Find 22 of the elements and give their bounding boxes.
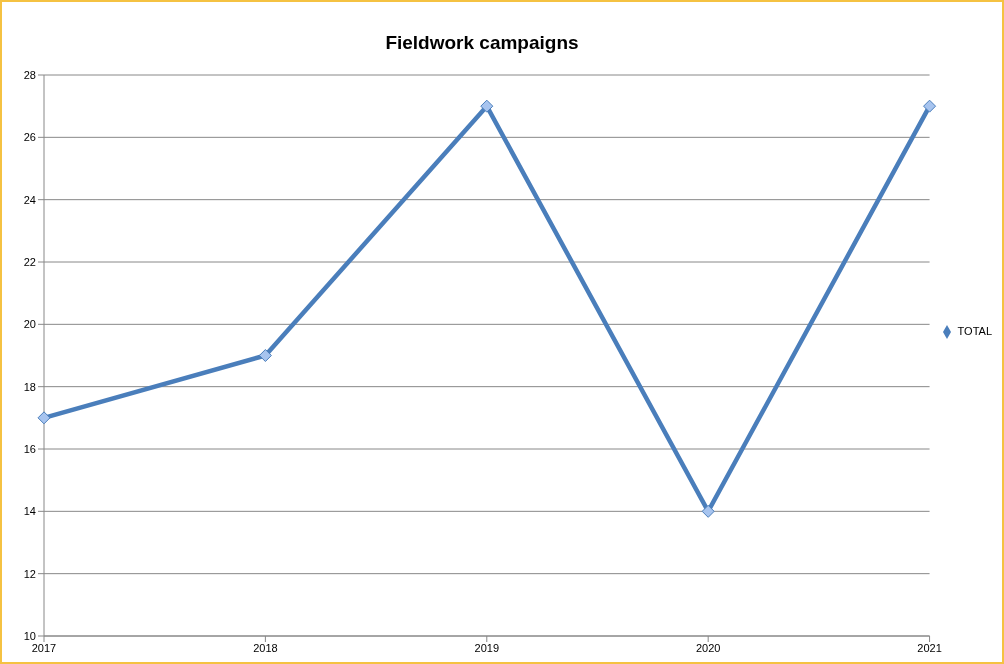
x-tick-label: 2017 [31,641,57,654]
y-tick-label: 22 [23,255,36,268]
point [701,504,715,518]
x-tick-label: 2020 [695,641,721,654]
point [480,99,494,113]
chart-title: Fieldwork campaigns [384,32,580,54]
y-tick-label: 28 [23,68,36,81]
y-tick-label: 26 [23,131,36,144]
x-tick-label: 2021 [917,641,942,654]
point [923,99,937,113]
y-tick-label: 16 [23,442,36,455]
x-tick-label: 2018 [253,641,278,654]
y-tick-label: 18 [23,380,36,393]
y-tick-label: 10 [23,629,36,642]
y-tick-label: 24 [23,193,36,206]
legend-label: TOTAL [957,324,992,337]
y-tick-label: 20 [23,318,36,331]
point [37,411,51,425]
x-tick-label: 2019 [474,641,500,654]
y-tick-label: 14 [23,505,36,518]
point [258,349,272,362]
y-tick-label: 12 [23,567,36,580]
